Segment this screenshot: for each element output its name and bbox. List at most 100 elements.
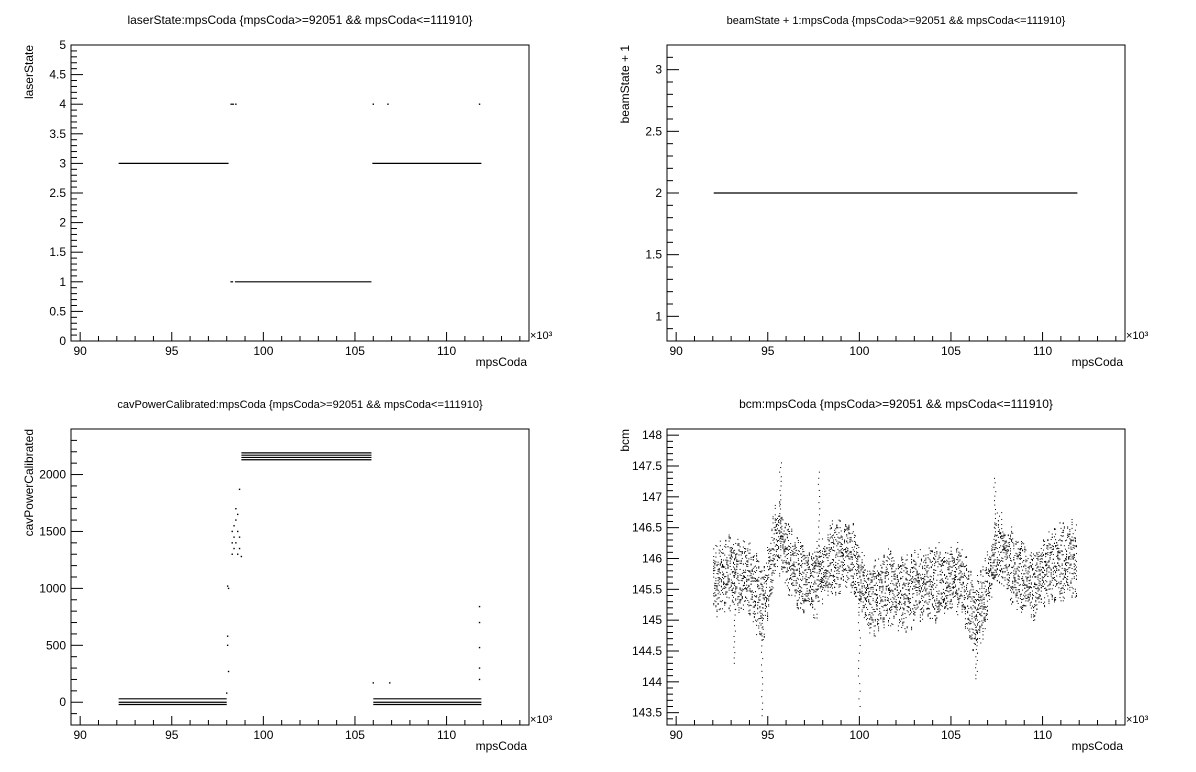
data-point — [876, 570, 878, 572]
data-point — [1027, 570, 1029, 572]
data-point — [869, 612, 871, 614]
data-point — [819, 552, 821, 554]
data-point — [1016, 553, 1018, 555]
data-point — [745, 600, 747, 602]
data-point — [780, 555, 782, 557]
data-point — [869, 627, 871, 629]
x-axis-multiplier: ×10³ — [530, 330, 553, 342]
data-point — [973, 600, 975, 602]
data-point — [806, 579, 808, 581]
data-point — [759, 633, 761, 635]
data-point — [866, 587, 868, 589]
data-point — [1024, 584, 1026, 586]
data-point — [1042, 572, 1044, 574]
data-point — [829, 562, 831, 564]
data-point — [1038, 585, 1040, 587]
data-point — [963, 566, 965, 568]
data-point — [901, 556, 903, 558]
data-point — [953, 565, 955, 567]
data-point — [952, 562, 954, 564]
data-point — [789, 567, 791, 569]
data-point — [874, 576, 876, 578]
data-point — [991, 545, 993, 547]
data-point — [939, 580, 941, 582]
data-point — [967, 597, 969, 599]
data-point — [982, 598, 984, 600]
data-point — [885, 585, 887, 587]
data-point — [1055, 539, 1057, 541]
data-point — [782, 535, 784, 537]
data-point — [728, 536, 730, 538]
data-point — [785, 563, 787, 565]
data-point — [714, 567, 716, 569]
y-tick-label: 2 — [655, 186, 662, 200]
data-point — [951, 583, 953, 585]
data-point — [950, 600, 952, 602]
data-point — [746, 597, 748, 599]
data-point — [945, 561, 947, 563]
data-point — [736, 586, 738, 588]
data-point — [718, 597, 720, 599]
data-point — [845, 569, 847, 571]
data-point — [815, 597, 817, 599]
data-point — [897, 568, 899, 570]
data-point — [848, 569, 850, 571]
data-point — [1052, 567, 1054, 569]
data-point — [749, 570, 751, 572]
data-point — [728, 608, 730, 610]
data-point — [784, 556, 786, 558]
data-point — [873, 611, 875, 613]
data-point — [970, 589, 972, 591]
data-point — [820, 580, 822, 582]
data-point — [917, 574, 919, 576]
data-point — [740, 589, 742, 591]
data-point — [745, 569, 747, 571]
data-point — [961, 576, 963, 578]
data-point — [808, 598, 810, 600]
data-point — [860, 570, 862, 572]
data-point — [925, 559, 927, 561]
data-point — [813, 557, 815, 559]
data-point — [731, 599, 733, 601]
data-point — [809, 603, 811, 605]
data-point — [731, 552, 733, 554]
data-point — [768, 598, 770, 600]
data-point — [988, 588, 990, 590]
data-point — [756, 624, 758, 626]
chart-title: beamState + 1:mpsCoda {mpsCoda>=92051 &&… — [727, 15, 1066, 27]
data-point — [902, 576, 904, 578]
data-point — [972, 586, 974, 588]
data-point — [1055, 546, 1057, 548]
data-point — [860, 568, 862, 570]
data-point — [1049, 567, 1051, 569]
data-point — [972, 629, 974, 631]
data-point — [757, 619, 759, 621]
data-point — [915, 601, 917, 603]
data-point — [902, 587, 904, 589]
data-point — [1046, 563, 1048, 565]
data-point — [1013, 587, 1015, 589]
data-point — [1048, 600, 1050, 602]
data-point — [881, 600, 883, 602]
data-point — [747, 569, 749, 571]
data-point — [805, 600, 807, 602]
data-point — [960, 570, 962, 572]
data-point — [993, 544, 995, 546]
data-point — [1014, 580, 1016, 582]
data-point — [238, 547, 241, 550]
data-point — [946, 587, 948, 589]
data-point — [983, 582, 985, 584]
data-point — [835, 592, 837, 594]
data-point — [1037, 597, 1039, 599]
data-point — [957, 594, 959, 596]
data-point — [959, 577, 961, 579]
data-point — [890, 606, 892, 608]
data-point — [748, 601, 750, 603]
data-point — [963, 574, 965, 576]
data-point — [912, 588, 914, 590]
data-point — [773, 537, 775, 539]
data-point — [729, 586, 731, 588]
data-point — [885, 589, 887, 591]
data-point — [1008, 564, 1010, 566]
data-point — [1030, 552, 1032, 554]
